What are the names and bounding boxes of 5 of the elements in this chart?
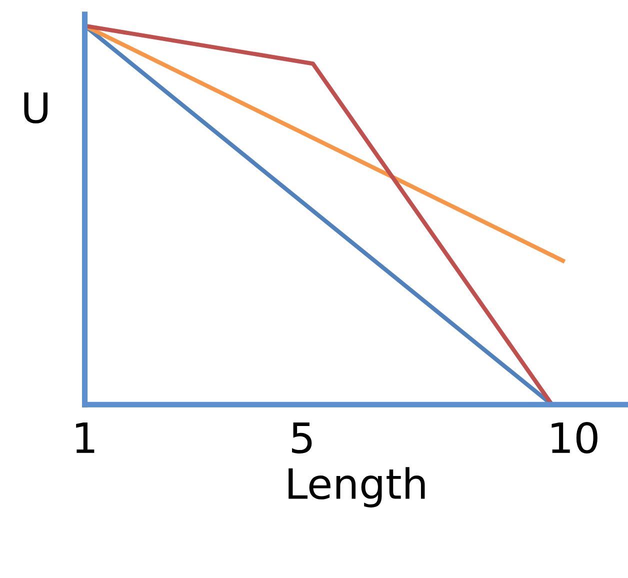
x-axis-title: Length — [288, 467, 425, 508]
x-tick-label: 1 — [76, 422, 94, 453]
y-axis-title: U — [24, 92, 48, 124]
x-tick-label: 5 — [292, 422, 312, 454]
x-tick-label: 10 — [552, 422, 598, 454]
